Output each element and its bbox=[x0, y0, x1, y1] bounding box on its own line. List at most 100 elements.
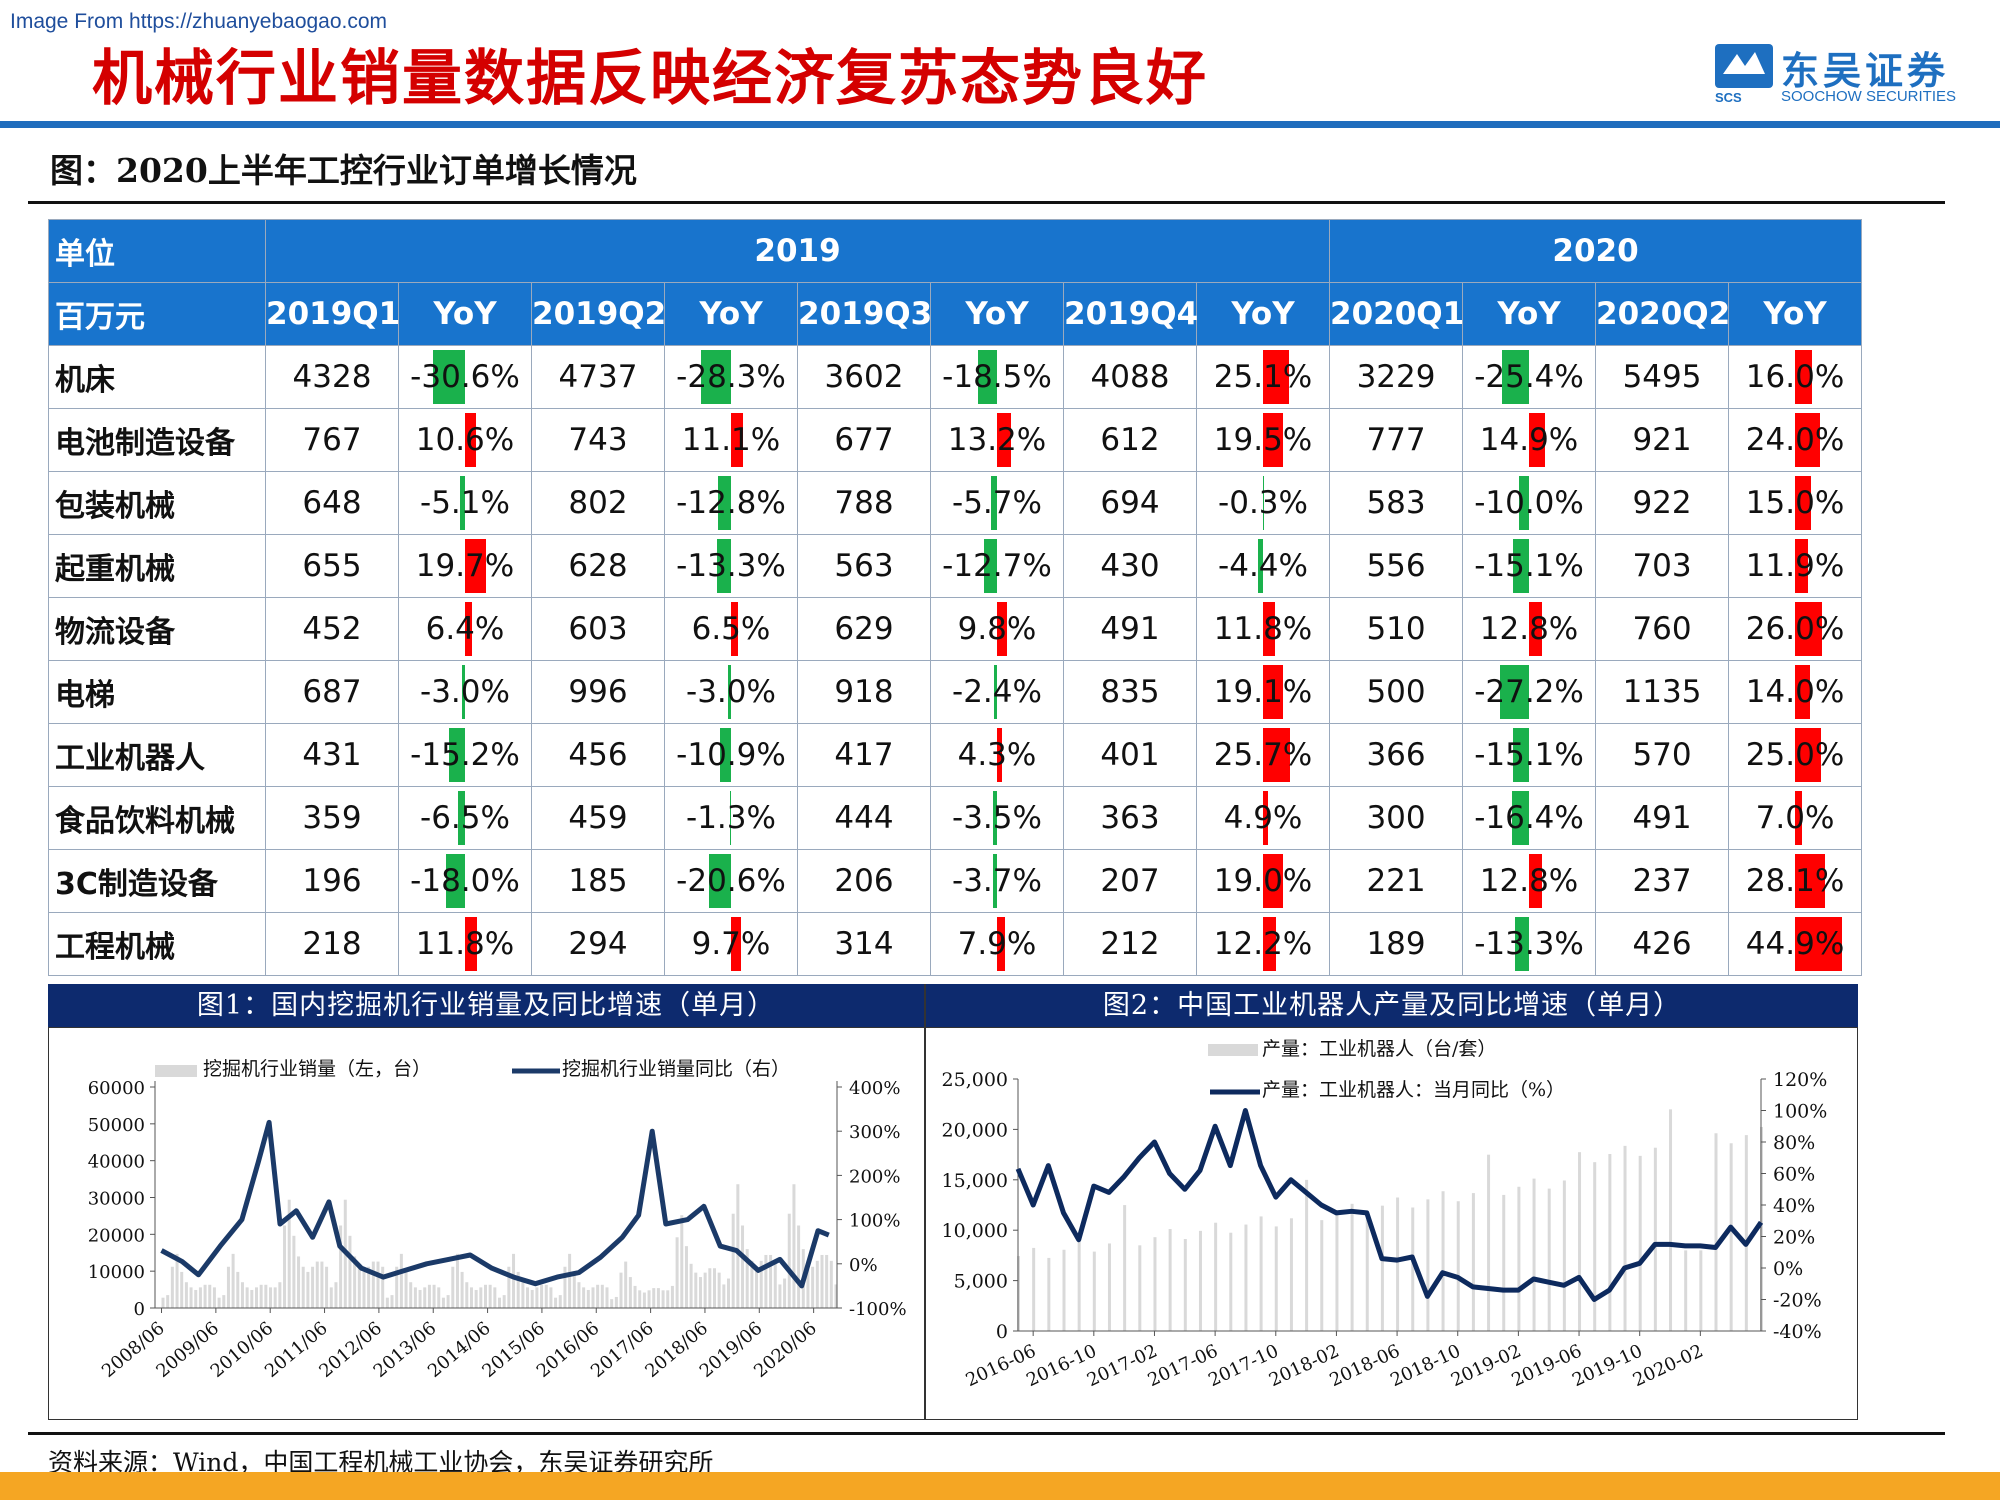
production-bar bbox=[1547, 1188, 1551, 1331]
yoy-value: 26.0% bbox=[1745, 611, 1845, 647]
sales-bar bbox=[712, 1268, 716, 1308]
table-row: 物流设备 452 6.4% 603 6.5% 629 9.8% 491 11.8% 510 12.8… bbox=[48, 597, 1863, 661]
sales-bar bbox=[661, 1290, 665, 1308]
order-value: 788 bbox=[797, 471, 931, 535]
sales-bar bbox=[264, 1284, 268, 1308]
yoy-value: 10.6% bbox=[415, 422, 515, 458]
sales-bar bbox=[493, 1287, 497, 1308]
yoy-cell: -0.3% bbox=[1195, 471, 1331, 535]
production-bar bbox=[1699, 1250, 1703, 1331]
yoy-value: -15.2% bbox=[410, 737, 520, 773]
yoy-negative-bar bbox=[729, 791, 731, 845]
production-bar bbox=[1684, 1250, 1688, 1331]
sales-bar bbox=[731, 1213, 735, 1308]
sales-bar bbox=[170, 1266, 174, 1308]
sales-bar bbox=[465, 1282, 469, 1308]
sales-bar bbox=[811, 1266, 815, 1308]
y-left-tick-label: 10,000 bbox=[942, 1220, 1008, 1242]
order-value: 300 bbox=[1329, 786, 1464, 850]
sales-bar bbox=[250, 1289, 254, 1308]
order-value: 212 bbox=[1063, 912, 1197, 976]
yoy-negative-bar bbox=[717, 539, 731, 593]
sales-bar bbox=[474, 1289, 478, 1308]
yoy-value: 19.0% bbox=[1213, 863, 1313, 899]
sales-bar bbox=[292, 1235, 296, 1308]
production-bar bbox=[1502, 1194, 1506, 1331]
yoy-positive-bar bbox=[465, 539, 486, 593]
yoy-value: -20.6% bbox=[676, 863, 786, 899]
sales-bar bbox=[825, 1254, 829, 1308]
row-label: 电池制造设备 bbox=[48, 408, 266, 472]
fig2-title: 图2：中国工业机器人产量及同比增速（单月） bbox=[926, 984, 1858, 1027]
yoy-positive-bar bbox=[1795, 665, 1810, 719]
row-label: 食品饮料机械 bbox=[48, 786, 266, 850]
sales-bar bbox=[670, 1285, 674, 1308]
production-bar bbox=[1365, 1213, 1369, 1331]
column-header: YoY bbox=[398, 282, 532, 346]
production-bar bbox=[1623, 1145, 1627, 1331]
yoy-value: -3.7% bbox=[952, 863, 1042, 899]
yoy-negative-bar bbox=[1502, 350, 1530, 404]
sales-bar bbox=[642, 1292, 646, 1308]
yoy-value: -4.4% bbox=[1218, 548, 1308, 584]
yoy-cell: 12.8% bbox=[1462, 849, 1597, 913]
yoy-value: 12.8% bbox=[1479, 863, 1579, 899]
yoy-cell: -25.4% bbox=[1462, 345, 1597, 409]
yoy-value: 11.9% bbox=[1745, 548, 1845, 584]
yoy-positive-bar bbox=[465, 413, 477, 467]
sales-bar bbox=[231, 1253, 235, 1308]
sales-bar bbox=[418, 1289, 422, 1308]
sales-bar bbox=[507, 1266, 511, 1308]
sales-bar bbox=[605, 1287, 609, 1308]
sales-bar bbox=[460, 1271, 464, 1308]
sales-bar bbox=[689, 1263, 693, 1308]
sales-bar bbox=[311, 1266, 315, 1308]
sales-bar bbox=[558, 1295, 562, 1308]
sales-bar bbox=[633, 1285, 637, 1308]
sales-bar bbox=[353, 1256, 357, 1308]
yoy-cell: -1.3% bbox=[664, 786, 798, 850]
sales-bar bbox=[666, 1290, 670, 1308]
yoy-cell: -5.7% bbox=[930, 471, 1064, 535]
excavator-sales-chart: 0 10000 20000 30000 40000 50000 60000 -100% 0% 10… bbox=[88, 1058, 907, 1382]
yoy-positive-bar bbox=[1795, 791, 1803, 845]
production-bar bbox=[1426, 1199, 1430, 1331]
sales-bar bbox=[797, 1225, 801, 1308]
production-bar bbox=[1032, 1247, 1036, 1331]
sales-bar bbox=[404, 1271, 408, 1308]
sales-bar bbox=[320, 1261, 324, 1308]
yoy-negative-bar bbox=[991, 476, 997, 530]
sales-bar bbox=[283, 1225, 287, 1308]
yoy-value: 9.7% bbox=[691, 926, 771, 962]
order-value: 401 bbox=[1063, 723, 1197, 787]
yoy-positive-bar bbox=[997, 917, 1006, 971]
yoy-cell: 19.5% bbox=[1195, 408, 1331, 472]
sales-bar bbox=[563, 1266, 567, 1308]
yoy-value: 13.2% bbox=[947, 422, 1047, 458]
yoy-positive-bar bbox=[1529, 413, 1545, 467]
sales-bar bbox=[278, 1282, 282, 1308]
yoy-value: -5.7% bbox=[952, 485, 1042, 521]
y-right-tick-label: 400% bbox=[849, 1078, 900, 1099]
sales-bar bbox=[722, 1284, 726, 1308]
yoy-cell: 6.5% bbox=[664, 597, 798, 661]
yoy-cell: -18.5% bbox=[930, 345, 1064, 409]
yoy-value: 19.1% bbox=[1213, 674, 1313, 710]
yoy-value: -3.5% bbox=[952, 800, 1042, 836]
sales-bar bbox=[502, 1295, 506, 1308]
legend-bar-swatch bbox=[155, 1065, 197, 1077]
order-value: 221 bbox=[1329, 849, 1464, 913]
order-value: 648 bbox=[265, 471, 399, 535]
sales-bar bbox=[512, 1253, 516, 1308]
yoy-positive-bar bbox=[731, 413, 743, 467]
production-bar bbox=[1744, 1135, 1748, 1331]
y-right-tick-label: 100% bbox=[849, 1211, 900, 1232]
order-value: 3229 bbox=[1329, 345, 1464, 409]
y-left-tick-label: 20000 bbox=[88, 1225, 145, 1246]
production-bar bbox=[1714, 1133, 1718, 1331]
yoy-cell: -30.6% bbox=[398, 345, 532, 409]
yoy-positive-bar bbox=[1795, 413, 1821, 467]
production-bar bbox=[1532, 1178, 1536, 1331]
yoy-positive-bar bbox=[1795, 539, 1808, 593]
yoy-cell: 11.8% bbox=[398, 912, 532, 976]
